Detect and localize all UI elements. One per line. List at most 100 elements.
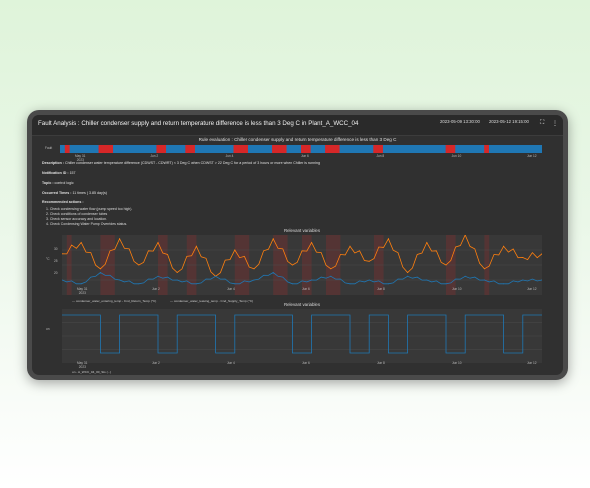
panel1-legend-entering[interactable]: — condenser_water_entering_temp - Cnd_Re… xyxy=(72,299,157,303)
panel1-y-label: °C xyxy=(46,257,50,261)
data-point xyxy=(176,279,178,281)
action-item: 1. Check condensing water flow (pump spe… xyxy=(46,207,133,211)
rule-fault-segment xyxy=(301,145,311,153)
notification-label: Notification ID : xyxy=(42,171,69,175)
data-point xyxy=(445,264,447,266)
data-point xyxy=(503,283,505,285)
series-line-entering xyxy=(62,235,542,277)
data-point xyxy=(80,283,82,285)
x-tick-label: Jun 4 xyxy=(227,361,235,365)
x-tick-label: Jun 8 xyxy=(377,287,385,291)
y-tick-label: 25 xyxy=(54,259,58,263)
x-tick-label: Jun 10 xyxy=(451,154,462,158)
data-point xyxy=(445,283,447,285)
data-point xyxy=(291,283,293,285)
panel1-title: Relevant variables xyxy=(283,228,321,233)
more-vert-icon[interactable]: ⋮ xyxy=(552,121,558,127)
start-date[interactable]: 2023-05-09 13:30:00 xyxy=(440,119,480,124)
description-line: Description : Chiller condenser water te… xyxy=(42,161,320,165)
x-tick-label: Jun 6 xyxy=(302,361,310,365)
data-point xyxy=(349,245,351,247)
data-point xyxy=(387,283,389,285)
x-tick-label: Jun 12 xyxy=(527,287,537,291)
rule-fault-segment xyxy=(64,145,70,153)
x-tick-label: Jun 4 xyxy=(225,154,234,158)
rule-fault-segment xyxy=(233,145,248,153)
rule-row-label: Fault xyxy=(45,146,53,150)
y-tick-label: 30 xyxy=(54,247,58,251)
rule-fault-segment xyxy=(185,145,195,153)
x-tick-label: Jun 4 xyxy=(227,287,235,291)
panel2-legend[interactable]: on - A_WCC_04_00_Sts (...) xyxy=(72,370,112,374)
data-point xyxy=(119,279,121,281)
panel1-legend-leaving[interactable]: — condenser_water_leaving_temp - Cnd_Sup… xyxy=(170,299,254,303)
x-tick-label: Jun 6 xyxy=(302,287,310,291)
rule-evaluation-bar xyxy=(60,145,542,153)
fullscreen-icon[interactable]: ⛶ xyxy=(540,120,545,126)
data-point xyxy=(387,238,389,240)
data-point xyxy=(464,235,466,236)
data-point xyxy=(368,279,370,281)
rule-fault-segment xyxy=(373,145,383,153)
action-item: 3. Check sensor accuracy and location. xyxy=(46,217,108,221)
topic-line: Topic : control logic xyxy=(42,181,74,185)
x-tick-label: Jun 2 xyxy=(152,361,160,365)
x-tick-label: Jun 10 xyxy=(452,361,462,365)
status-line xyxy=(62,314,542,354)
data-point xyxy=(407,275,409,277)
data-point xyxy=(176,272,178,273)
data-point xyxy=(483,279,485,281)
panel1-chart[interactable] xyxy=(62,235,542,295)
panel2-chart[interactable] xyxy=(62,309,542,363)
data-point xyxy=(234,283,236,285)
data-point xyxy=(426,279,428,281)
x-tick-label: Jun 6 xyxy=(301,154,309,158)
data-point xyxy=(253,268,255,270)
end-date[interactable]: 2023-05-12 19:15:00 xyxy=(489,119,529,124)
data-point xyxy=(407,272,409,273)
x-tick-label: Jun 2 xyxy=(150,154,159,158)
data-point xyxy=(138,283,140,285)
notification-value: 157 xyxy=(69,171,76,175)
data-point xyxy=(215,275,217,277)
rule-fault-segment xyxy=(272,145,287,153)
data-point xyxy=(464,275,466,277)
data-point xyxy=(541,279,542,281)
x-tick-label: Jun 12 xyxy=(527,361,537,365)
y-tick-label: 20 xyxy=(54,271,58,275)
data-point xyxy=(311,242,313,243)
data-point xyxy=(138,264,140,266)
data-point xyxy=(195,283,197,285)
series-line-leaving xyxy=(62,272,542,285)
data-point xyxy=(234,249,236,251)
data-point xyxy=(426,242,428,243)
data-point xyxy=(541,253,542,255)
notification-line: Notification ID : 157 xyxy=(42,171,76,175)
data-point xyxy=(80,242,82,243)
data-point xyxy=(368,260,370,262)
data-point xyxy=(157,275,159,277)
data-point xyxy=(119,238,121,240)
x-tick-label: Jun 10 xyxy=(452,287,462,291)
header-bar: Fault Analysis : Chiller condenser suppl… xyxy=(32,115,563,136)
panel2-title: Relevant variables xyxy=(283,302,321,307)
panel2-y-label: on xyxy=(46,327,50,331)
fault-analysis-screen: Fault Analysis : Chiller condenser suppl… xyxy=(32,115,563,375)
occurred-line: Occurred Times : 11 times ( 3.85 day(s) xyxy=(42,191,107,195)
x-tick-label: May 31 2023 xyxy=(77,361,88,369)
data-point xyxy=(330,268,332,270)
data-point xyxy=(99,272,101,273)
rule-fault-segment xyxy=(445,145,456,153)
description-text: Chiller condenser water temperature diff… xyxy=(64,161,320,165)
action-item: 2. Check conditions of condenser tubes xyxy=(46,212,108,216)
tablet-frame: Fault Analysis : Chiller condenser suppl… xyxy=(27,110,568,380)
x-tick-label: Jun 2 xyxy=(152,287,160,291)
occurred-label: Occurred Times : xyxy=(42,191,72,195)
data-point xyxy=(157,242,159,243)
description-label: Description : xyxy=(42,161,64,165)
rule-fault-segment xyxy=(98,145,114,153)
data-point xyxy=(349,283,351,285)
page-title: Fault Analysis : Chiller condenser suppl… xyxy=(38,120,359,127)
rule-fault-segment xyxy=(156,145,167,153)
x-tick-label: Jun 12 xyxy=(527,154,537,158)
